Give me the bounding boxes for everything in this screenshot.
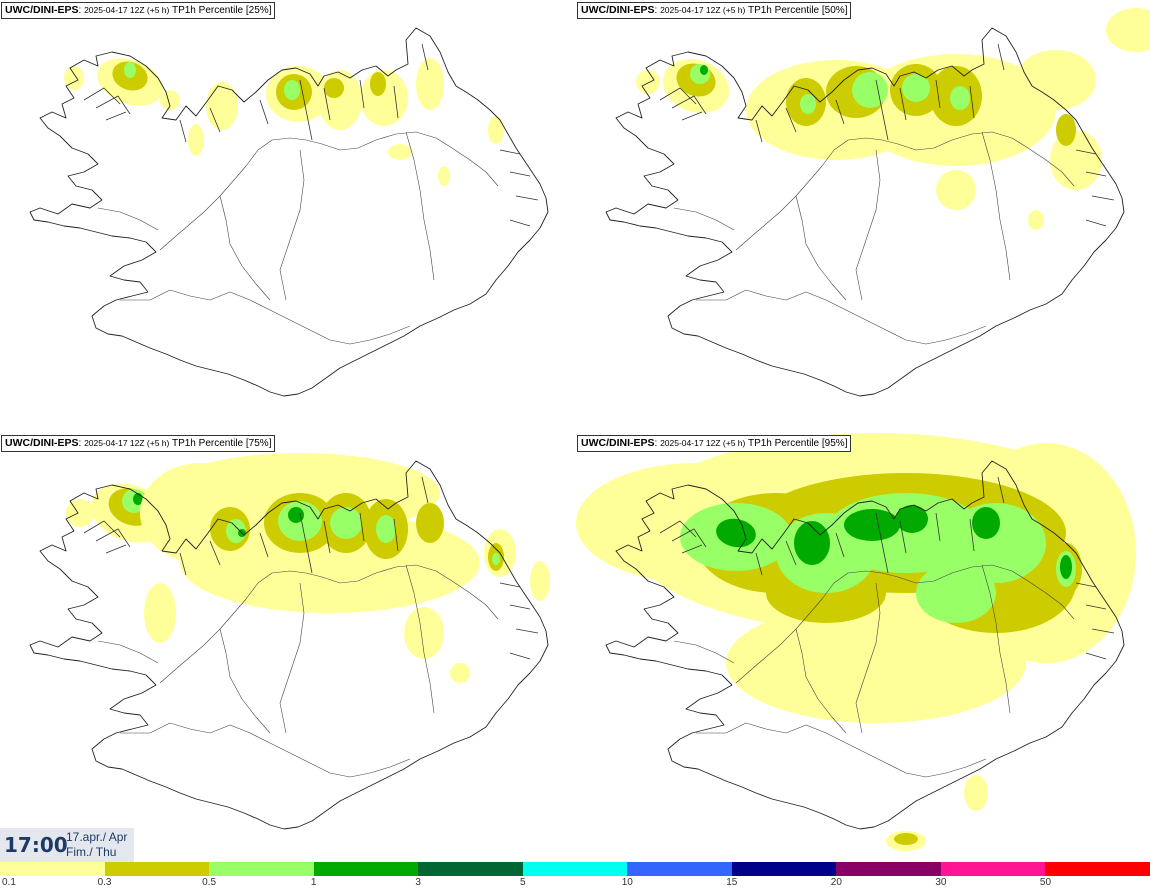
colorbar-swatch xyxy=(836,862,941,876)
colorbar-tick-label: 30 xyxy=(935,877,947,888)
precip-map xyxy=(605,8,1150,397)
colorbar-swatch xyxy=(627,862,732,876)
precip-map xyxy=(576,433,1136,851)
panel-title: UWC/DINI-EPS: 2025-04-17 12Z (+5 h) TP1h… xyxy=(1,2,276,19)
panel-title: UWC/DINI-EPS: 2025-04-17 12Z (+5 h) TP1h… xyxy=(577,435,852,452)
precip-map xyxy=(29,27,549,397)
colorbar-swatch xyxy=(731,862,837,876)
map-panel-p95: UWC/DINI-EPS: 2025-04-17 12Z (+5 h) TP1h… xyxy=(576,433,1150,865)
valid-weekday: Fim./ Thu xyxy=(66,845,117,859)
colorbar-tick-label: 3 xyxy=(415,877,421,888)
valid-time-box: 17:00 17.apr./ Apr Fim./ Thu xyxy=(0,828,134,862)
precip-map xyxy=(29,453,550,830)
panel-title: UWC/DINI-EPS: 2025-04-17 12Z (+5 h) TP1h… xyxy=(1,435,276,452)
colorbar-swatch xyxy=(418,862,523,876)
colorbar-tick-label: 20 xyxy=(830,877,842,888)
colorbar-tick-label: 0.1 xyxy=(2,877,16,888)
colorbar-tick-label: 5 xyxy=(519,877,526,888)
colorbar-swatch xyxy=(522,862,628,876)
colorbar-swatch xyxy=(104,862,210,876)
colorbar-tick-label: 0.3 xyxy=(97,877,112,888)
colorbar-swatch xyxy=(313,862,419,876)
colorbar-ticks: 0.1 0.3 0.5 1 3 5 10 15 20 30 50 xyxy=(0,877,1150,891)
colorbar-tick-label: 1 xyxy=(310,877,317,888)
colorbar-swatch xyxy=(0,862,105,876)
colorbar-tick-label: 10 xyxy=(621,877,633,888)
valid-time: 17:00 xyxy=(4,833,68,857)
precip-colorbar xyxy=(0,862,1150,876)
colorbar-tick-label: 50 xyxy=(1039,877,1052,888)
colorbar-tick-label: 15 xyxy=(726,877,738,888)
colorbar-swatch xyxy=(209,862,314,876)
map-panel-p50: UWC/DINI-EPS: 2025-04-17 12Z (+5 h) TP1h… xyxy=(576,0,1150,432)
panel-title: UWC/DINI-EPS: 2025-04-17 12Z (+5 h) TP1h… xyxy=(577,2,852,19)
colorbar-swatch xyxy=(1045,862,1150,876)
map-panel-p25: UWC/DINI-EPS: 2025-04-17 12Z (+5 h) TP1h… xyxy=(0,0,574,432)
colorbar-swatch xyxy=(940,862,1046,876)
valid-date: 17.apr./ Apr xyxy=(66,830,128,844)
colorbar-tick-label: 0.5 xyxy=(202,877,217,888)
map-panel-p75: UWC/DINI-EPS: 2025-04-17 12Z (+5 h) TP1h… xyxy=(0,433,574,865)
